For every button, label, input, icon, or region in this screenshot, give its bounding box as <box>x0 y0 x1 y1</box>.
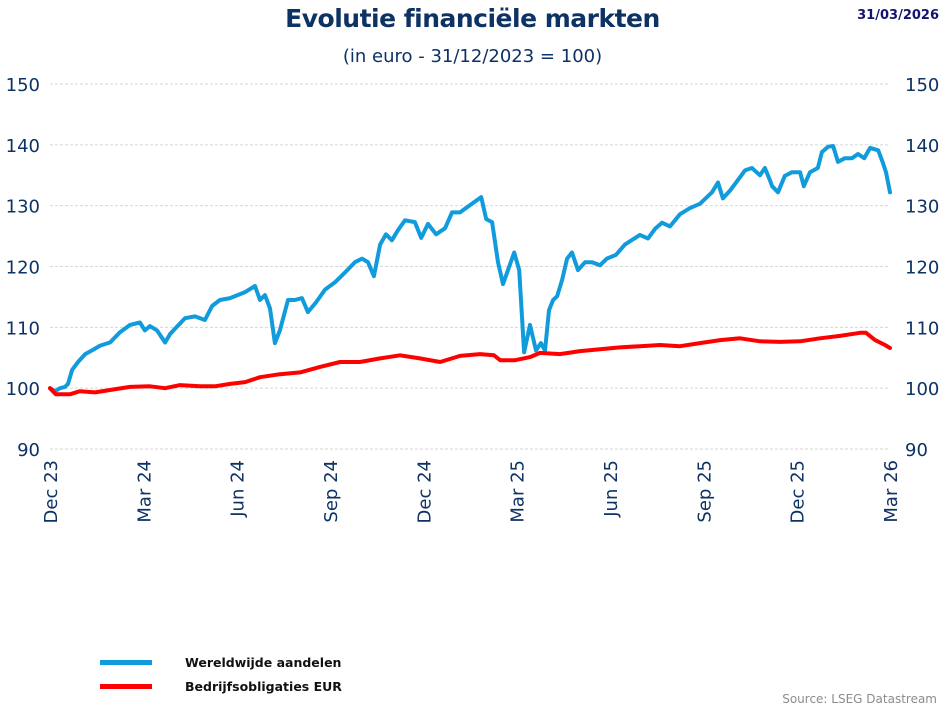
y-tick-label-left: 140 <box>6 136 40 157</box>
x-tick-label: Sep 24 <box>321 460 342 523</box>
legend-swatch-red <box>100 683 152 689</box>
source-note: Source: LSEG Datastream <box>782 692 937 706</box>
y-tick-label-left: 90 <box>17 440 40 461</box>
report-date: 31/03/2026 <box>857 8 939 23</box>
x-tick-label: Dec 24 <box>414 460 435 523</box>
x-tick-label: Dec 25 <box>788 460 809 523</box>
x-tick-label: Dec 23 <box>41 460 62 523</box>
y-tick-label-right: 150 <box>905 75 939 96</box>
y-tick-label-left: 130 <box>6 197 40 218</box>
x-tick-label: Mar 25 <box>508 460 529 523</box>
y-tick-label-left: 100 <box>6 379 40 400</box>
legend-label: Wereldwijde aandelen <box>185 654 342 670</box>
x-tick-label: Mar 24 <box>134 460 155 523</box>
y-tick-label-right: 90 <box>905 440 928 461</box>
legend-item-wereldwijde-aandelen: Wereldwijde aandelen <box>100 650 342 674</box>
chart-subtitle: (in euro - 31/12/2023 = 100) <box>342 46 603 67</box>
series-line-wereldwijde-aandelen <box>48 144 892 394</box>
y-tick-label-left: 110 <box>6 318 40 339</box>
y-tick-label-right: 110 <box>905 318 939 339</box>
x-tick-label: Mar 26 <box>881 460 902 523</box>
series-group <box>48 144 892 397</box>
y-tick-label-right: 120 <box>905 258 939 279</box>
x-tick-label: Jun 25 <box>601 460 622 518</box>
x-tick-label: Sep 25 <box>694 460 715 523</box>
series-line-bedrijfsobligaties-eur <box>48 330 892 397</box>
legend-label: Bedrijfsobligaties EUR <box>185 678 342 694</box>
gridlines <box>50 83 890 450</box>
legend: Wereldwijde aandelen Bedrijfsobligaties … <box>100 650 342 698</box>
y-tick-label-right: 130 <box>905 197 939 218</box>
y-tick-label-right: 140 <box>905 136 939 157</box>
y-tick-label-left: 150 <box>6 75 40 96</box>
legend-swatch-blue <box>100 659 152 665</box>
x-tick-label: Jun 24 <box>228 460 249 518</box>
y-axis-right: 90 100 110 120 130 140 150 <box>905 75 939 461</box>
line-chart: 90 100 110 120 130 140 150 90 100 110 120 130 140 15… <box>6 75 940 523</box>
y-tick-label-left: 120 <box>6 258 40 279</box>
chart-title: Evolutie financiële markten <box>285 4 660 33</box>
y-tick-label-right: 100 <box>905 379 939 400</box>
x-axis: Dec 23 Mar 24 Jun 24 Sep 24 Dec 24 Mar 25 Jun … <box>41 460 902 523</box>
y-axis-left: 90 100 110 120 130 140 150 <box>6 75 40 461</box>
legend-item-bedrijfsobligaties-eur: Bedrijfsobligaties EUR <box>100 674 342 698</box>
